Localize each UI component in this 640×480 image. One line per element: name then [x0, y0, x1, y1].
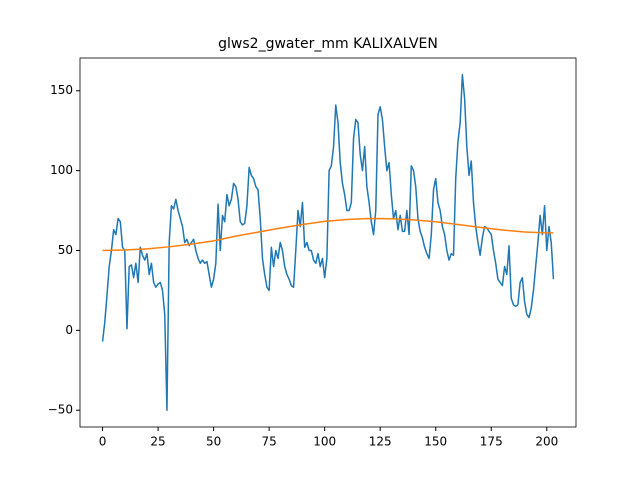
x-tick-label: 0 — [99, 435, 107, 449]
x-tick-label: 75 — [261, 435, 276, 449]
y-tick-label: 150 — [50, 83, 73, 97]
x-tick-label: 125 — [369, 435, 392, 449]
axes-frame — [79, 57, 577, 428]
x-tick-label: 25 — [150, 435, 165, 449]
y-tick-label: 100 — [50, 163, 73, 177]
chart-title: glws2_gwater_mm KALIXALVEN — [218, 36, 438, 52]
x-tick-label: 150 — [424, 435, 447, 449]
x-tick-label: 50 — [206, 435, 221, 449]
y-tick-label: 50 — [58, 243, 73, 257]
y-tick-label: −50 — [48, 403, 73, 417]
x-tick-label: 175 — [480, 435, 503, 449]
y-tick-label: 0 — [65, 323, 73, 337]
series-line — [102, 217, 554, 252]
x-tick-label: 100 — [313, 435, 336, 449]
series-line — [101, 74, 555, 411]
x-tick-label: 200 — [535, 435, 558, 449]
